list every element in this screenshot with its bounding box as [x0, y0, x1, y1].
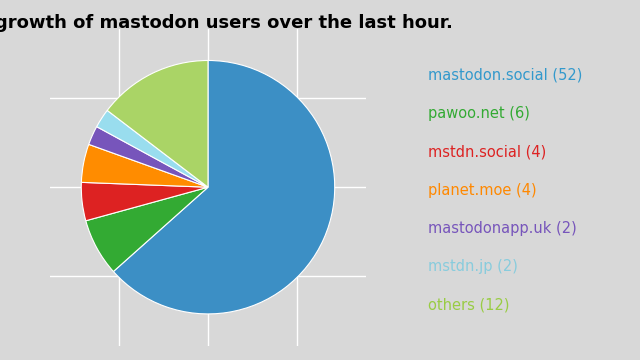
- Wedge shape: [89, 127, 208, 187]
- Text: planet.moe (4): planet.moe (4): [428, 183, 537, 198]
- Wedge shape: [97, 111, 208, 187]
- Text: pawoo.net (6): pawoo.net (6): [428, 106, 530, 121]
- Text: mastodon.social (52): mastodon.social (52): [428, 67, 582, 82]
- Text: mastodonapp.uk (2): mastodonapp.uk (2): [428, 221, 577, 236]
- Wedge shape: [108, 60, 208, 187]
- Wedge shape: [86, 187, 208, 271]
- Text: others (12): others (12): [428, 298, 509, 313]
- Text: growth of mastodon users over the last hour.: growth of mastodon users over the last h…: [0, 14, 453, 32]
- Wedge shape: [81, 183, 208, 221]
- Text: mstdn.jp (2): mstdn.jp (2): [428, 259, 518, 274]
- Wedge shape: [81, 144, 208, 187]
- Text: mstdn.social (4): mstdn.social (4): [428, 144, 547, 159]
- Wedge shape: [113, 60, 335, 314]
